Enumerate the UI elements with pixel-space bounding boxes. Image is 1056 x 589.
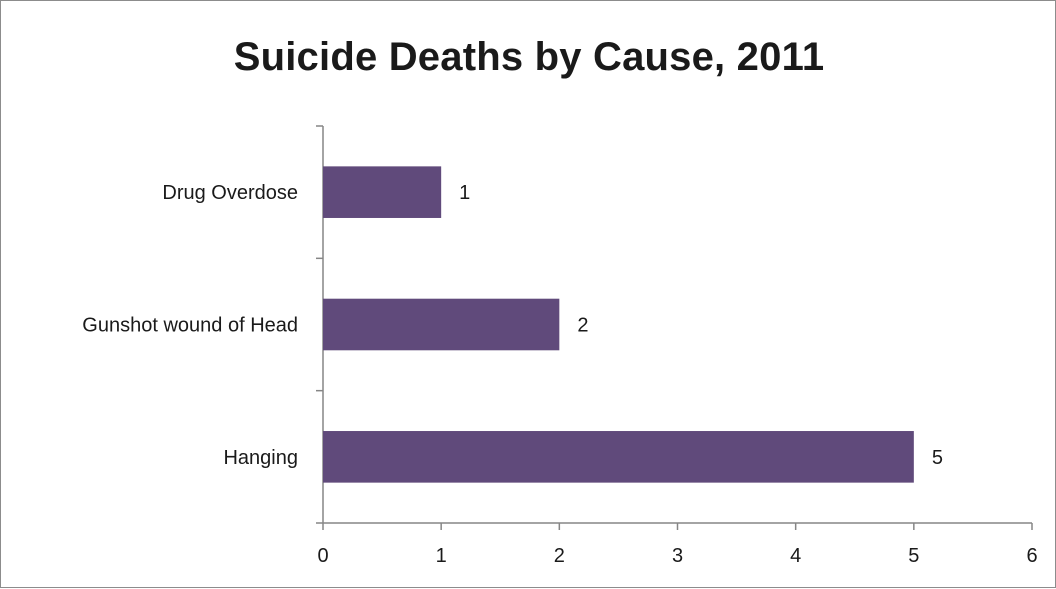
chart-title: Suicide Deaths by Cause, 2011 — [233, 35, 825, 79]
data-label: 2 — [577, 315, 588, 337]
x-tick-label: 4 — [790, 545, 801, 567]
bar — [323, 298, 560, 351]
category-label: Gunshot wound of Head — [82, 315, 298, 337]
x-tick-label: 0 — [317, 545, 328, 567]
x-tick-label: 2 — [554, 545, 565, 567]
bar — [323, 166, 442, 218]
bars — [323, 166, 914, 483]
x-tick-label: 1 — [436, 545, 447, 567]
labels: 0 1 2 3 4 5 6 Drug Overdose 1 Gunshot wound of He… — [82, 182, 1037, 567]
x-tick-label: 5 — [908, 545, 919, 567]
x-tick-label: 6 — [1026, 545, 1037, 567]
category-label: Drug Overdose — [162, 182, 298, 204]
category-label: Hanging — [223, 447, 298, 469]
data-label: 5 — [932, 447, 943, 469]
bar — [323, 431, 914, 483]
data-label: 1 — [459, 182, 470, 204]
x-tick-label: 3 — [672, 545, 683, 567]
